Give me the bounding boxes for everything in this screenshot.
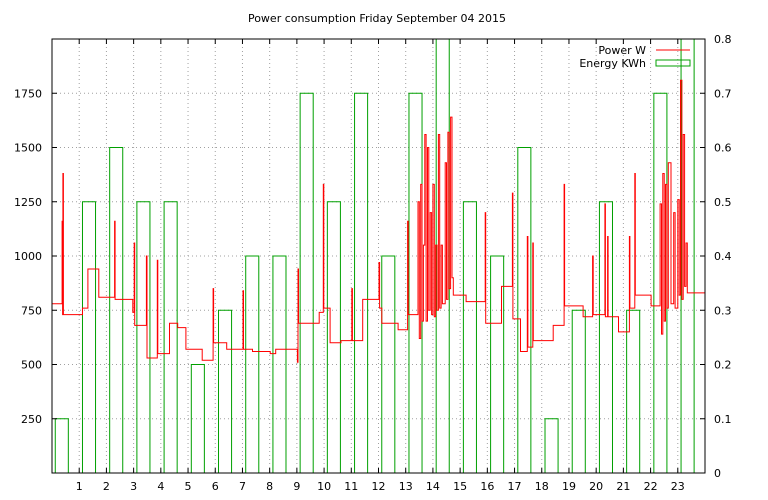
x-tick-label: 17 [508, 480, 522, 493]
energy-bar [571, 309, 586, 473]
x-tick-label: 20 [589, 480, 603, 493]
y-right-tick-label: 0.4 [714, 250, 732, 263]
y-left-tick-label: 1750 [14, 87, 42, 100]
energy-bar [109, 147, 124, 473]
x-tick-label: 21 [616, 480, 630, 493]
y-right-tick-label: 0.6 [714, 142, 732, 155]
x-tick-label: 7 [239, 480, 246, 493]
x-tick-label: 2 [103, 480, 110, 493]
energy-bar [136, 201, 151, 473]
energy-bar [408, 92, 423, 473]
gridlines [52, 39, 705, 473]
energy-bar [299, 92, 314, 473]
x-tick-label: 6 [212, 480, 219, 493]
energy-bar [490, 255, 505, 473]
energy-bar [381, 255, 396, 473]
y-left-tick-label: 1500 [14, 142, 42, 155]
y-right-tick-label: 0 [714, 467, 721, 480]
y-right-tick-label: 0.8 [714, 33, 732, 46]
x-tick-label: 5 [185, 480, 192, 493]
legend-energy-swatch [655, 59, 691, 67]
power-series [52, 79, 705, 363]
legend-power-label: Power W [598, 44, 646, 57]
energy-bar [272, 255, 287, 473]
energy-bar [626, 309, 641, 473]
energy-bar [354, 92, 369, 473]
x-tick-label: 19 [562, 480, 576, 493]
y-right-tick-label: 0.3 [714, 304, 732, 317]
energy-bar [190, 364, 205, 473]
energy-bar [544, 418, 559, 473]
legend: Power W Energy KWh [579, 44, 691, 70]
energy-bar [326, 201, 341, 473]
x-tick-label: 23 [671, 480, 685, 493]
axes: 1 2 3 4 5 6 7 8 9 10 11 12 13 14 15 16 17 18 19 20 21 22 23250… [14, 33, 732, 493]
chart-title: Power consumption Friday September 04 20… [248, 12, 506, 25]
energy-bar [218, 309, 233, 473]
power-line [52, 79, 705, 363]
x-tick-label: 1 [76, 480, 83, 493]
x-tick-label: 10 [317, 480, 331, 493]
x-tick-label: 13 [399, 480, 413, 493]
legend-energy-label: Energy KWh [579, 57, 646, 70]
energy-bar [245, 255, 260, 473]
energy-bar [517, 147, 532, 473]
y-right-tick-label: 0.7 [714, 87, 732, 100]
x-tick-label: 11 [344, 480, 358, 493]
x-tick-label: 22 [644, 480, 658, 493]
x-tick-label: 12 [372, 480, 386, 493]
energy-bar [54, 418, 69, 473]
y-left-tick-label: 1250 [14, 196, 42, 209]
y-left-tick-label: 1000 [14, 250, 42, 263]
y-left-tick-label: 750 [21, 304, 42, 317]
y-left-tick-label: 250 [21, 413, 42, 426]
y-right-tick-label: 0.1 [714, 413, 732, 426]
x-tick-label: 3 [130, 480, 137, 493]
energy-bar [462, 201, 477, 473]
x-tick-label: 15 [453, 480, 467, 493]
y-left-tick-label: 500 [21, 359, 42, 372]
energy-bar [598, 201, 613, 473]
y-right-tick-label: 0.5 [714, 196, 732, 209]
x-tick-label: 16 [480, 480, 494, 493]
x-tick-label: 18 [535, 480, 549, 493]
x-tick-label: 14 [426, 480, 440, 493]
energy-bar [163, 201, 178, 473]
y-right-tick-label: 0.2 [714, 359, 732, 372]
energy-series [54, 38, 695, 473]
x-tick-label: 9 [293, 480, 300, 493]
x-tick-label: 4 [157, 480, 164, 493]
energy-bar [81, 201, 97, 473]
x-tick-label: 8 [266, 480, 273, 493]
